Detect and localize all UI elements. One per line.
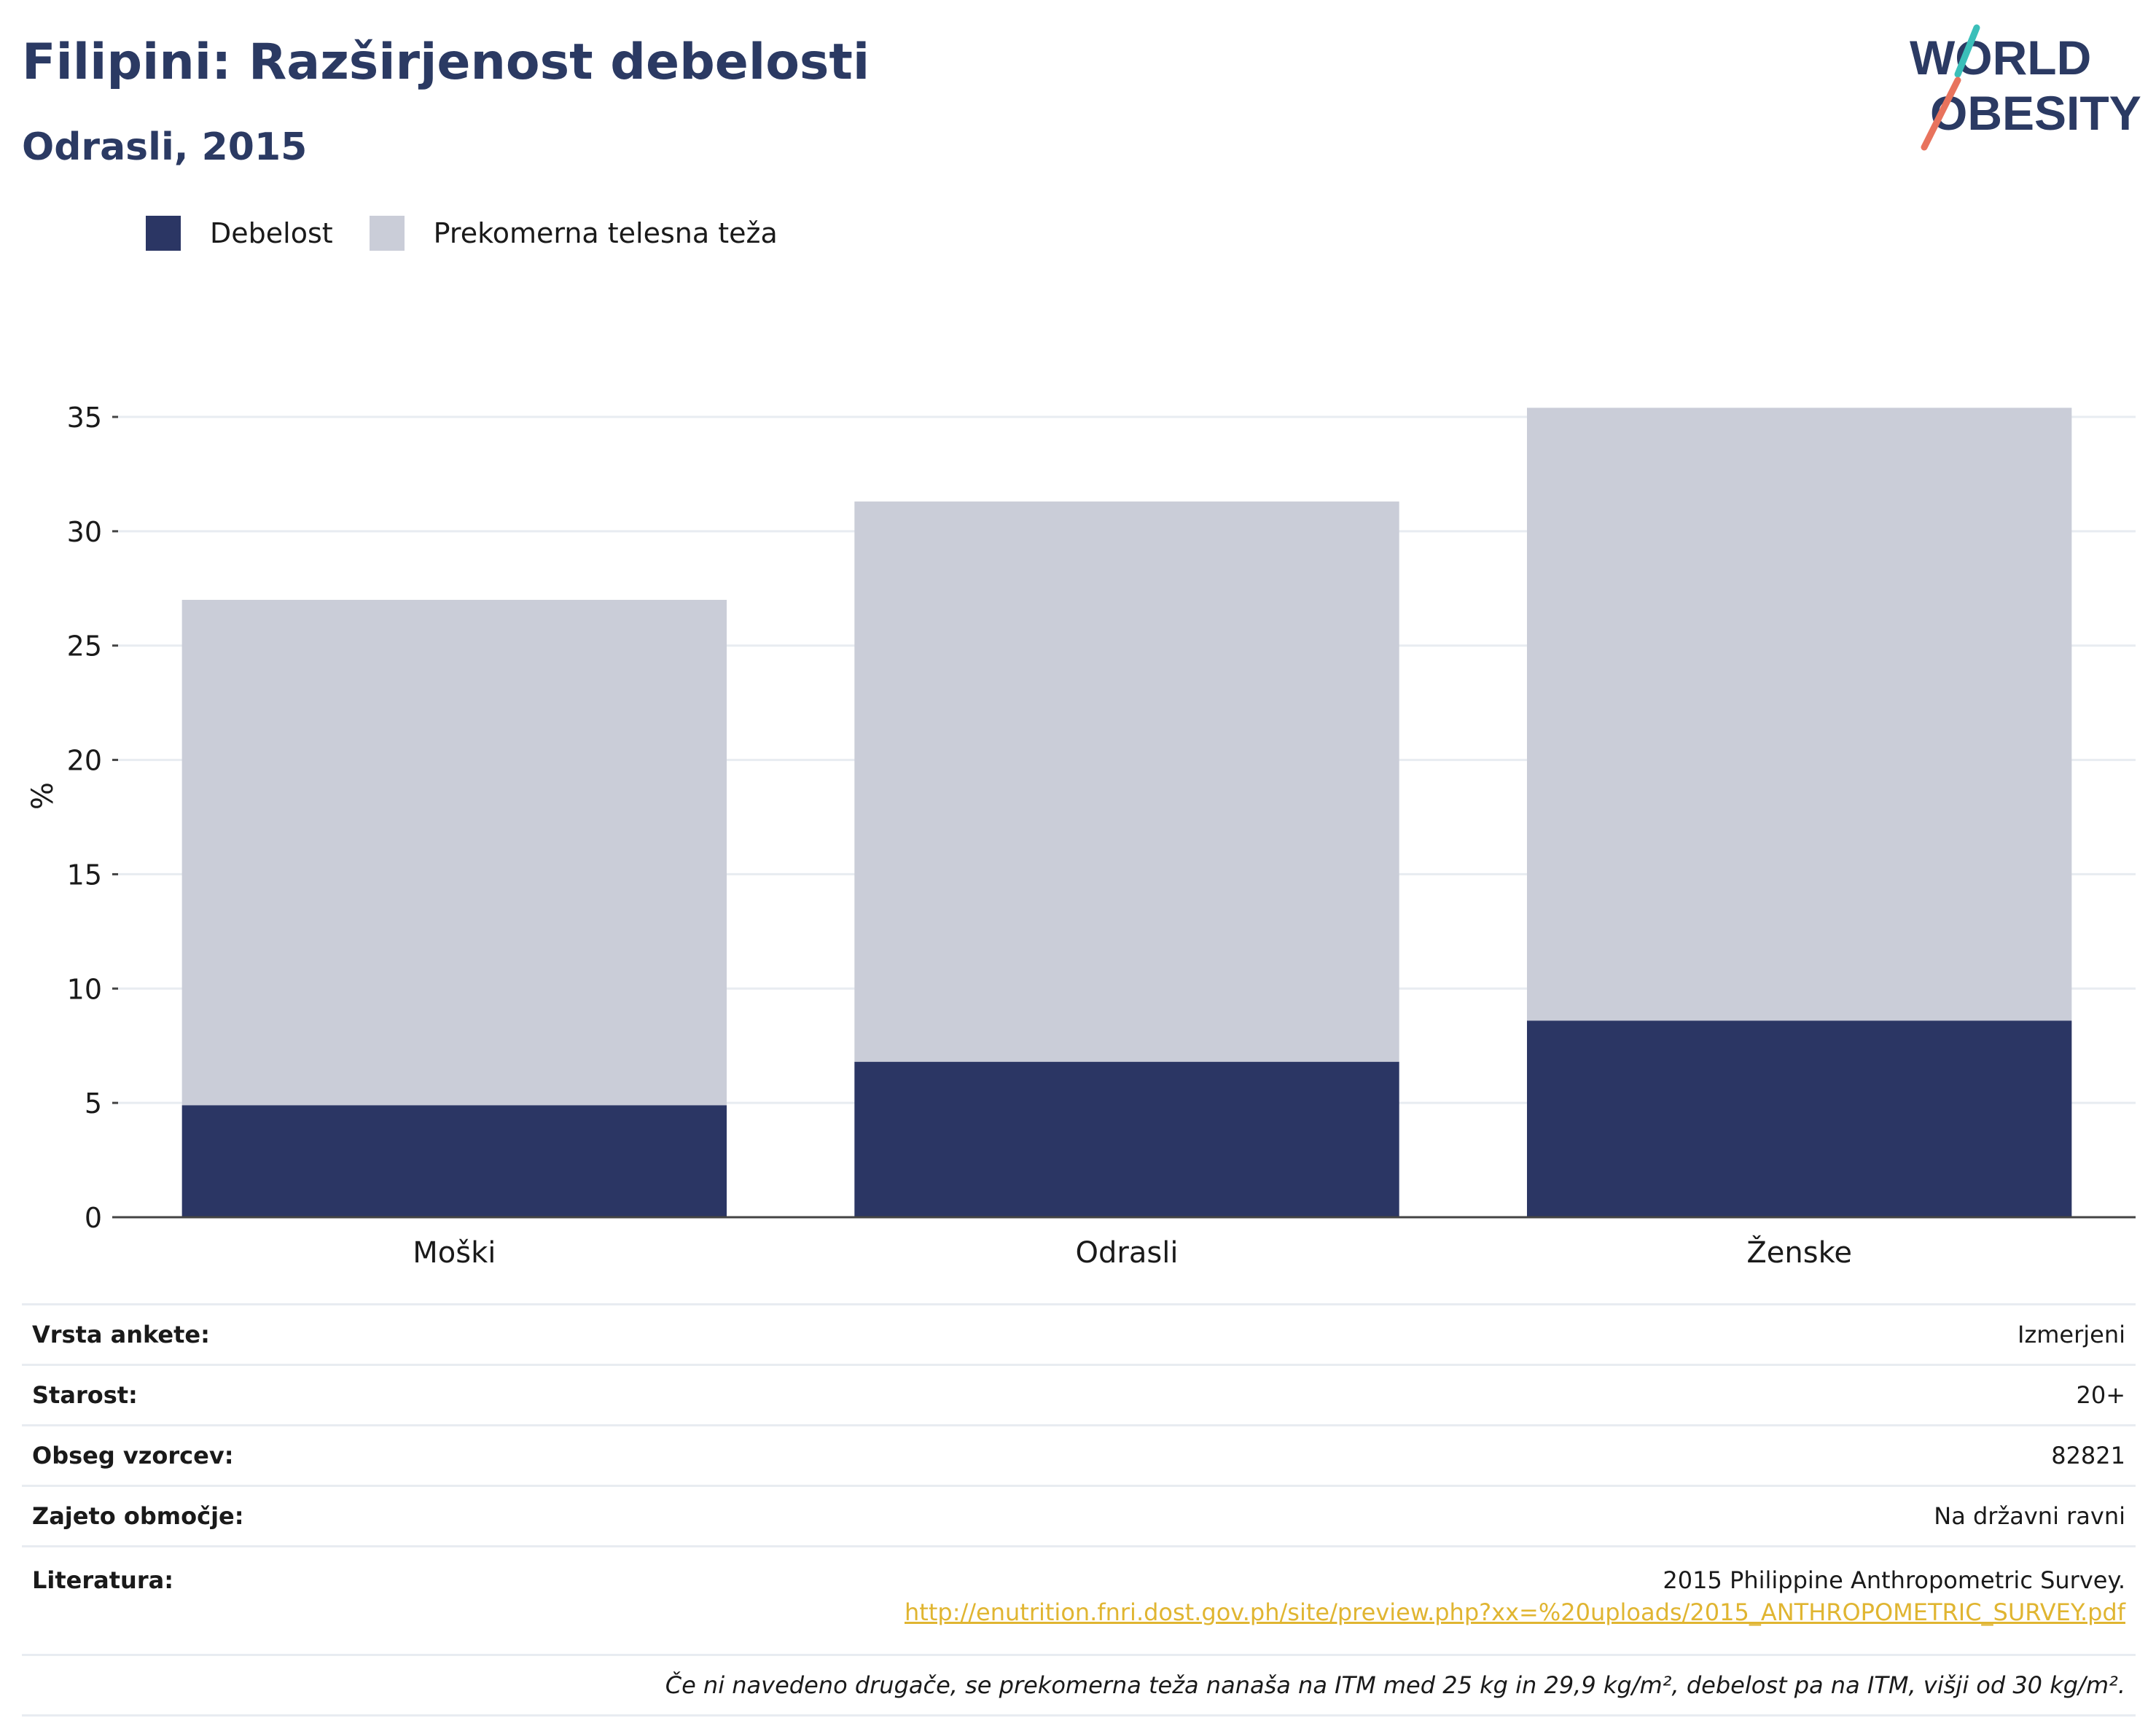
info-row-coverage: Zajeto območje: Na državni ravni bbox=[22, 1485, 2136, 1547]
literature-link[interactable]: http://enutrition.fnri.dost.gov.ph/site/… bbox=[905, 1598, 2125, 1626]
bar-segment-debelost-2[interactable] bbox=[1526, 1020, 2072, 1217]
legend-swatch-prekomerna bbox=[369, 216, 405, 251]
y-axis-label: % bbox=[26, 782, 60, 810]
chart-legend: Debelost Prekomerna telesna teža bbox=[146, 216, 814, 251]
info-value: 82821 bbox=[867, 1424, 2136, 1486]
info-row-sample-size: Obseg vzorcev: 82821 bbox=[22, 1424, 2136, 1486]
info-row-age: Starost: 20+ bbox=[22, 1364, 2136, 1426]
logo-word-world: WORLD bbox=[1910, 31, 2091, 85]
stacked-bar-chart: 0 5 10 15 20 25 30 35 Moški Odrasli Ženske % bbox=[26, 402, 2136, 1270]
info-value: 2015 Philippine Anthropometric Survey. h… bbox=[867, 1545, 2136, 1655]
logo-slash-top bbox=[1954, 24, 1980, 78]
definition-note: Če ni navedeno drugače, se prekomerna te… bbox=[22, 1654, 2136, 1717]
chart-bars bbox=[181, 407, 2072, 1217]
chart-subtitle: Odrasli, 2015 bbox=[22, 125, 308, 169]
literature-text: 2015 Philippine Anthropometric Survey. bbox=[1663, 1566, 2125, 1594]
y-tick-label: 0 bbox=[85, 1202, 102, 1234]
x-axis-labels: Moški Odrasli Ženske bbox=[413, 1235, 1852, 1270]
info-label: Zajeto območje: bbox=[22, 1485, 867, 1547]
bar-segment-prekomerna-1[interactable] bbox=[854, 501, 1399, 1062]
info-row-survey-type: Vrsta ankete: Izmerjeni bbox=[22, 1303, 2136, 1365]
bar-segment-debelost-0[interactable] bbox=[181, 1105, 727, 1217]
info-row-note: Če ni navedeno drugače, se prekomerna te… bbox=[22, 1654, 2136, 1717]
info-label: Literatura: bbox=[22, 1545, 867, 1655]
info-value: Izmerjeni bbox=[867, 1303, 2136, 1365]
y-tick-label: 10 bbox=[67, 973, 102, 1005]
x-tick-label: Moški bbox=[413, 1236, 496, 1270]
info-value: 20+ bbox=[867, 1364, 2136, 1426]
legend-item-prekomerna[interactable]: Prekomerna telesna teža bbox=[369, 216, 778, 251]
logo-slash-bottom bbox=[1921, 77, 1961, 151]
bar-segment-prekomerna-0[interactable] bbox=[181, 599, 727, 1106]
y-tick-label: 20 bbox=[67, 745, 102, 777]
y-tick-label: 15 bbox=[67, 859, 102, 891]
survey-info-table: Vrsta ankete: Izmerjeni Starost: 20+ Obs… bbox=[22, 1303, 2136, 1717]
info-label: Starost: bbox=[22, 1364, 867, 1426]
info-row-literature: Literatura: 2015 Philippine Anthropometr… bbox=[22, 1545, 2136, 1655]
info-label: Vrsta ankete: bbox=[22, 1303, 867, 1365]
legend-swatch-debelost bbox=[146, 216, 181, 251]
logo-word-obesity: OBESITY bbox=[1930, 86, 2141, 140]
x-tick-label: Odrasli bbox=[1076, 1236, 1179, 1270]
y-tick-label: 35 bbox=[67, 402, 102, 434]
y-tick-label: 5 bbox=[85, 1087, 102, 1120]
info-label: Obseg vzorcev: bbox=[22, 1424, 867, 1486]
legend-label-prekomerna: Prekomerna telesna teža bbox=[433, 217, 778, 249]
y-axis-ticks: 0 5 10 15 20 25 30 35 bbox=[67, 402, 118, 1234]
world-obesity-logo: WORLD OBESITY bbox=[1910, 24, 2141, 151]
y-tick-label: 25 bbox=[67, 630, 102, 663]
bar-segment-prekomerna-2[interactable] bbox=[1526, 407, 2072, 1021]
chart-title: Filipini: Razširjenost debelosti bbox=[22, 34, 870, 91]
legend-label-debelost: Debelost bbox=[210, 217, 333, 249]
info-value: Na državni ravni bbox=[867, 1485, 2136, 1547]
legend-item-debelost[interactable]: Debelost bbox=[146, 216, 333, 251]
x-tick-label: Ženske bbox=[1746, 1235, 1852, 1270]
bar-segment-debelost-1[interactable] bbox=[854, 1061, 1399, 1217]
y-tick-label: 30 bbox=[67, 516, 102, 548]
